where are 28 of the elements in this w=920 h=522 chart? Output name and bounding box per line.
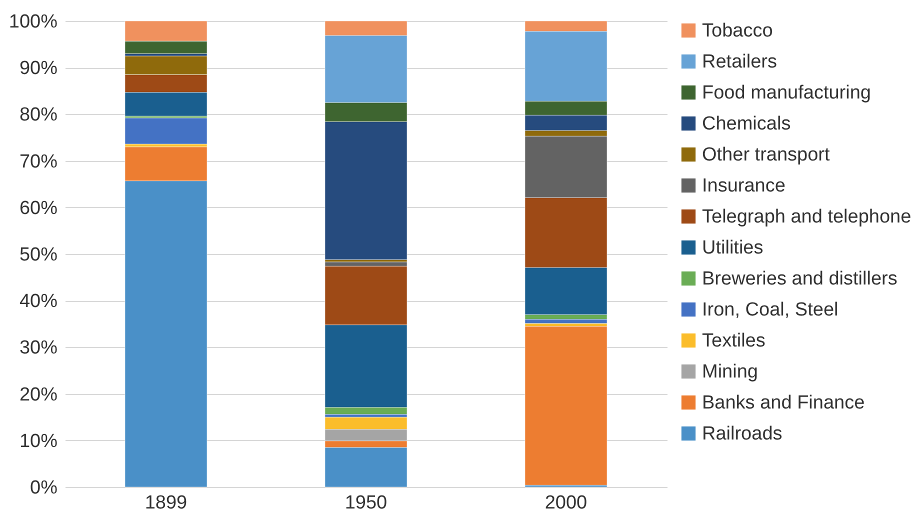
x-tick-label: 1950 bbox=[344, 492, 388, 514]
legend-label: Textiles bbox=[702, 330, 766, 352]
y-tick-label: 90% bbox=[19, 58, 58, 80]
legend-label: Insurance bbox=[702, 176, 786, 196]
y-tick-label: 50% bbox=[19, 244, 58, 266]
y-tick-label: 0% bbox=[30, 478, 58, 498]
legend-label: Utilities bbox=[702, 238, 764, 258]
y-tick-label: 70% bbox=[19, 151, 58, 172]
y-tick-label: 100% bbox=[8, 12, 58, 32]
legend-label: Chemicals bbox=[702, 114, 791, 134]
legend-label: Iron, Coal, Steel bbox=[702, 300, 838, 320]
y-tick-label: 80% bbox=[19, 104, 58, 126]
legend-label: Breweries and distillers bbox=[702, 268, 898, 290]
x-tick-label: 2000 bbox=[544, 492, 588, 514]
legend-label: Mining bbox=[702, 362, 758, 382]
legend-label: Tobacco bbox=[702, 20, 773, 42]
y-tick-label: 20% bbox=[19, 384, 58, 406]
x-tick-label: 1899 bbox=[144, 492, 188, 514]
legend-label: Telegraph and telephone bbox=[702, 206, 912, 228]
y-tick-label: 60% bbox=[19, 198, 58, 219]
legend-label: Railroads bbox=[702, 424, 782, 444]
y-tick-label: 30% bbox=[19, 338, 58, 359]
y-tick-label: 10% bbox=[19, 430, 58, 452]
legend-label: Retailers bbox=[702, 52, 777, 72]
legend-label: Other transport bbox=[702, 144, 830, 166]
y-tick-label: 40% bbox=[19, 291, 58, 312]
legend-label: Banks and Finance bbox=[702, 392, 865, 414]
legend-label: Food manufacturing bbox=[702, 82, 871, 104]
